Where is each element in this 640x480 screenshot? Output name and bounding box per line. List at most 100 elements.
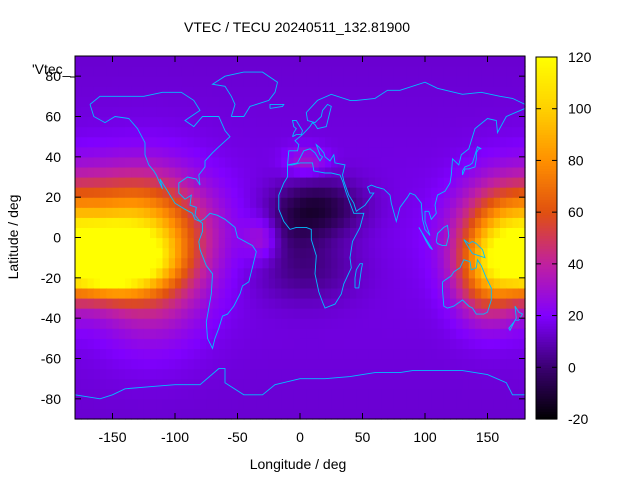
heatmap-cell bbox=[275, 338, 282, 350]
heatmap-cell bbox=[368, 408, 376, 420]
heatmap-cell bbox=[506, 156, 514, 168]
colorbar-segment bbox=[536, 400, 557, 405]
heatmap-cell bbox=[106, 247, 114, 259]
heatmap-cell bbox=[481, 96, 489, 108]
heatmap-cell bbox=[275, 348, 282, 360]
heatmap-cell bbox=[375, 368, 382, 380]
heatmap-cell bbox=[131, 56, 139, 67]
heatmap-cell bbox=[500, 298, 507, 309]
heatmap-cell bbox=[125, 368, 132, 380]
heatmap-cell bbox=[406, 287, 414, 299]
heatmap-cell bbox=[443, 338, 451, 350]
colorbar-segment bbox=[536, 398, 557, 402]
heatmap-cell bbox=[437, 136, 445, 148]
heatmap-cell bbox=[425, 187, 432, 198]
heatmap-cell bbox=[293, 177, 301, 188]
heatmap-cell bbox=[356, 166, 364, 178]
heatmap-cell bbox=[250, 368, 257, 380]
heatmap-cell bbox=[118, 166, 126, 178]
heatmap-cell bbox=[500, 106, 507, 118]
heatmap-cell bbox=[368, 318, 376, 329]
heatmap-cell bbox=[268, 247, 276, 259]
heatmap-cell bbox=[356, 338, 364, 350]
heatmap-cell bbox=[425, 166, 432, 178]
colorbar-segment bbox=[536, 274, 557, 278]
heatmap-cell bbox=[156, 217, 164, 229]
heatmap-cell bbox=[312, 328, 320, 339]
heatmap-cell bbox=[387, 106, 395, 118]
heatmap-cell bbox=[137, 96, 145, 108]
coastline-segment bbox=[278, 162, 365, 309]
heatmap-cell bbox=[437, 308, 445, 319]
heatmap-cell bbox=[131, 287, 139, 299]
heatmap-cell bbox=[300, 177, 307, 188]
heatmap-cell bbox=[487, 348, 495, 360]
heatmap-cell bbox=[193, 247, 201, 259]
heatmap-cell bbox=[293, 146, 301, 158]
heatmap-cell bbox=[262, 197, 270, 208]
heatmap-cell bbox=[75, 177, 82, 188]
heatmap-cell bbox=[506, 388, 514, 400]
heatmap-cell bbox=[156, 378, 164, 390]
heatmap-cell bbox=[118, 76, 126, 87]
heatmap-cell bbox=[218, 277, 226, 289]
heatmap-cell bbox=[275, 237, 282, 249]
heatmap-cell bbox=[262, 257, 270, 269]
colorbar-segment bbox=[536, 269, 557, 273]
heatmap-cell bbox=[75, 408, 82, 420]
heatmap-cell bbox=[293, 86, 301, 97]
heatmap-cell bbox=[506, 378, 514, 390]
heatmap-cell bbox=[243, 368, 251, 380]
heatmap-cell bbox=[500, 126, 507, 138]
heatmap-cell bbox=[443, 146, 451, 158]
colorbar-segment bbox=[536, 375, 557, 379]
heatmap-cell bbox=[200, 287, 207, 299]
heatmap-cell bbox=[487, 126, 495, 138]
heatmap-cell bbox=[200, 408, 207, 420]
heatmap-cell bbox=[268, 338, 276, 350]
colorbar-segment bbox=[536, 256, 557, 260]
heatmap-cell bbox=[281, 398, 289, 410]
heatmap-cell bbox=[481, 237, 489, 249]
heatmap-cell bbox=[375, 358, 382, 370]
heatmap-cell bbox=[500, 287, 507, 299]
heatmap-cell bbox=[393, 187, 401, 198]
heatmap-cell bbox=[200, 156, 207, 168]
heatmap-cell bbox=[325, 86, 332, 97]
heatmap-cell bbox=[218, 146, 226, 158]
heatmap-cell bbox=[418, 328, 426, 339]
heatmap-cell bbox=[468, 378, 476, 390]
heatmap-cell bbox=[475, 207, 482, 218]
heatmap-cell bbox=[362, 136, 370, 148]
heatmap-cell bbox=[312, 358, 320, 370]
heatmap-cell bbox=[275, 328, 282, 339]
heatmap-cell bbox=[475, 408, 482, 420]
heatmap-cell bbox=[350, 126, 357, 138]
heatmap-cell bbox=[212, 116, 220, 128]
heatmap-cell bbox=[225, 166, 232, 178]
heatmap-cell bbox=[100, 328, 107, 339]
heatmap-cell bbox=[443, 227, 451, 239]
heatmap-cell bbox=[193, 358, 201, 370]
heatmap-cell bbox=[275, 136, 282, 148]
colorbar-tick-label: 20 bbox=[568, 308, 584, 324]
heatmap-cell bbox=[493, 358, 501, 370]
heatmap-cell bbox=[231, 227, 239, 239]
colorbar-segment bbox=[536, 364, 557, 368]
heatmap-cell bbox=[306, 217, 314, 229]
heatmap-cell bbox=[381, 358, 389, 370]
heatmap-cell bbox=[112, 368, 120, 380]
colorbar-segment bbox=[536, 134, 557, 138]
heatmap-cell bbox=[393, 318, 401, 329]
heatmap-cell bbox=[393, 136, 401, 148]
heatmap-cell bbox=[318, 96, 326, 108]
heatmap-cell bbox=[468, 298, 476, 309]
heatmap-cell bbox=[468, 76, 476, 87]
heatmap-cell bbox=[387, 177, 395, 188]
colorbar-segment bbox=[536, 318, 557, 322]
heatmap-cell bbox=[75, 106, 82, 118]
heatmap-cell bbox=[193, 408, 201, 420]
heatmap-cell bbox=[118, 368, 126, 380]
colorbar-segment bbox=[536, 372, 557, 376]
heatmap-cell bbox=[243, 86, 251, 97]
